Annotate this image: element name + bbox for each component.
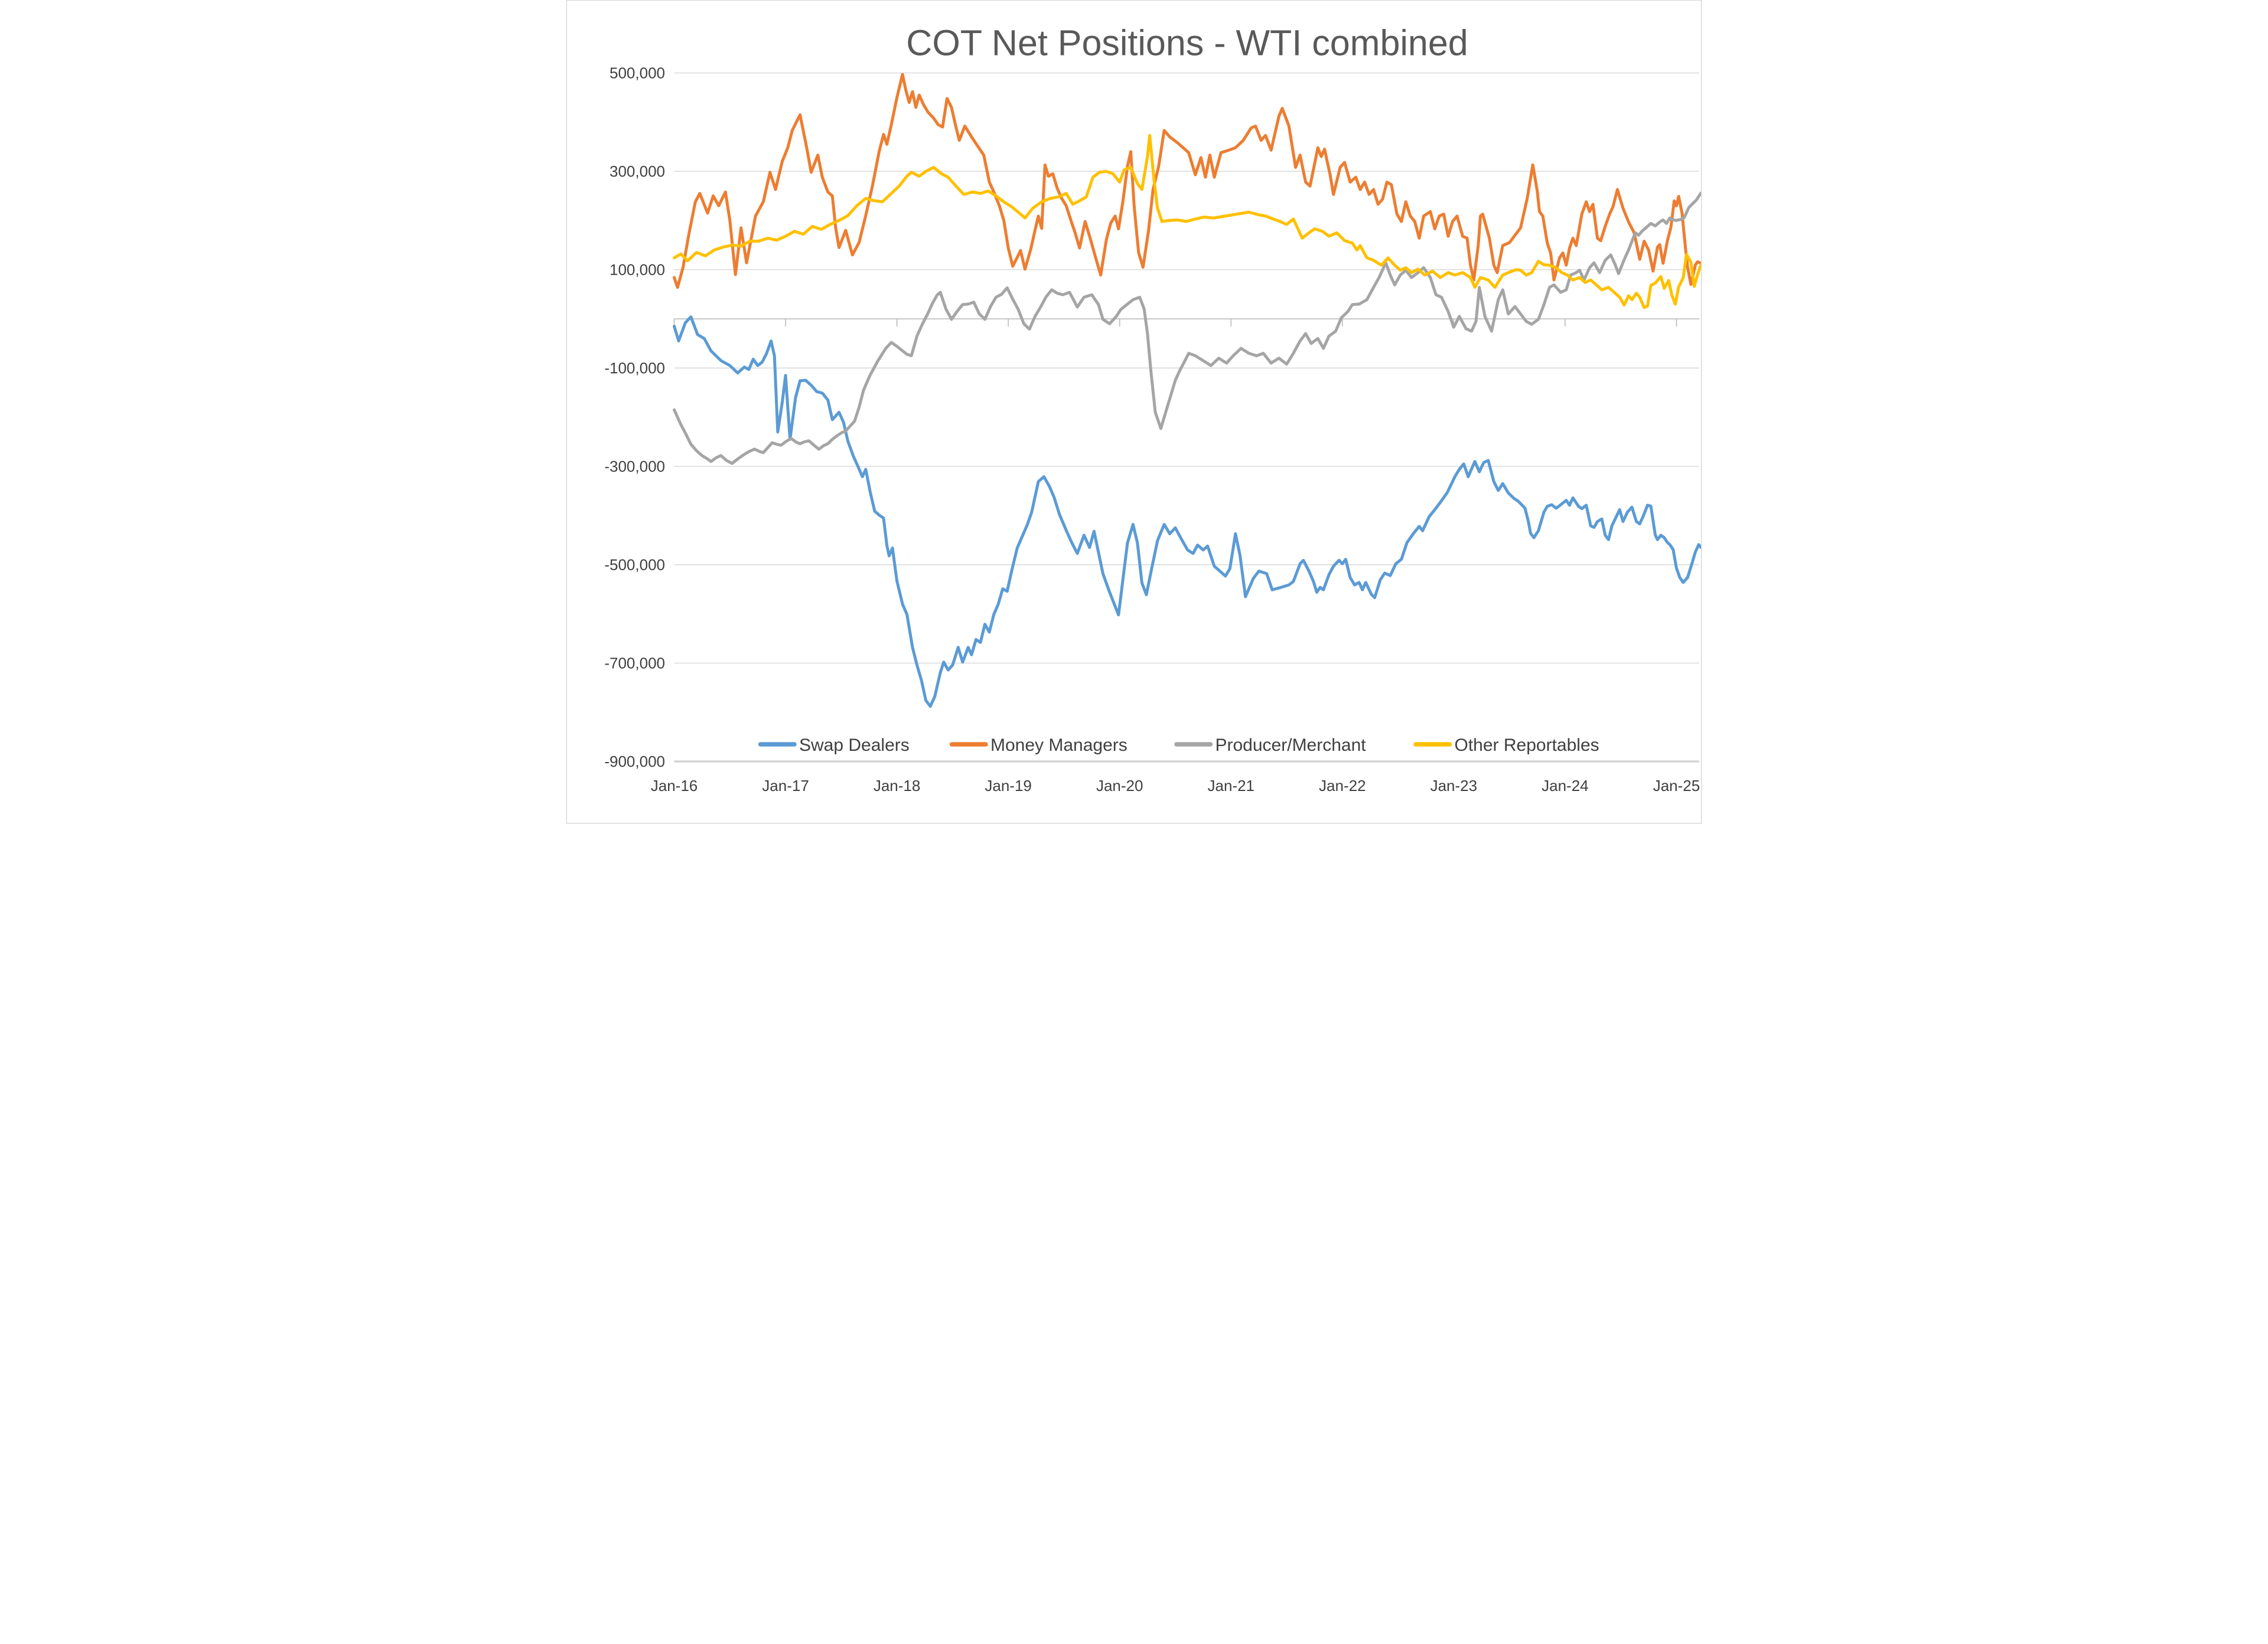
legend-item-other-reportables: Other Reportables	[1413, 735, 1599, 755]
x-tick-label: Jan-24	[1542, 777, 1589, 795]
legend: Swap Dealers Money Managers Producer/Mer…	[758, 735, 1599, 755]
y-tick-label: -500,000	[604, 556, 665, 574]
legend-label-other-reportables: Other Reportables	[1455, 735, 1599, 755]
x-axis-labels: Jan-16 Jan-17 Jan-18 Jan-19 Jan-20 Jan-21 Jan-…	[651, 777, 1700, 795]
x-tick-label: Jan-23	[1430, 777, 1478, 795]
y-tick-label: -300,000	[604, 458, 665, 476]
x-tick-label: Jan-18	[874, 777, 921, 795]
legend-label-money-managers: Money Managers	[990, 735, 1128, 755]
series-lines	[673, 73, 1701, 708]
x-tick-label: Jan-21	[1208, 777, 1255, 795]
series-line-money-managers	[673, 73, 1701, 289]
y-tick-label: 500,000	[610, 64, 665, 82]
series-line-swap-dealers	[673, 315, 1701, 708]
y-tick-label: -900,000	[604, 753, 665, 770]
x-tick-label: Jan-20	[1096, 777, 1143, 795]
cot-net-positions-chart: 500,000 300,000 100,000 -100,000 -300,000 -50…	[604, 23, 1701, 795]
x-tick-label: Jan-16	[651, 777, 698, 795]
legend-label-swap-dealers: Swap Dealers	[799, 735, 910, 755]
legend-item-producer-merchant: Producer/Merchant	[1174, 735, 1367, 755]
y-tick-label: 300,000	[610, 162, 665, 180]
x-tick-label: Jan-25	[1653, 777, 1700, 795]
legend-item-money-managers: Money Managers	[949, 735, 1128, 755]
gridlines	[674, 72, 1699, 763]
chart-title: COT Net Positions - WTI combined	[906, 23, 1468, 63]
series-line-producer-merchant	[673, 191, 1701, 465]
x-tick-label: Jan-22	[1319, 777, 1366, 795]
series-line-other-reportables	[673, 134, 1701, 310]
y-tick-label: -700,000	[604, 655, 665, 672]
x-tick-label: Jan-17	[762, 777, 809, 795]
y-tick-label: -100,000	[604, 359, 665, 377]
x-tick-label: Jan-19	[985, 777, 1032, 795]
category-axis	[673, 318, 1699, 327]
y-tick-label: 100,000	[610, 261, 665, 279]
y-axis-labels: 500,000 300,000 100,000 -100,000 -300,000 -50…	[604, 64, 665, 771]
legend-item-swap-dealers: Swap Dealers	[758, 735, 910, 755]
cot-chart-window: 500,000 300,000 100,000 -100,000 -300,000 -50…	[566, 0, 1702, 823]
legend-label-producer-merchant: Producer/Merchant	[1216, 735, 1367, 755]
